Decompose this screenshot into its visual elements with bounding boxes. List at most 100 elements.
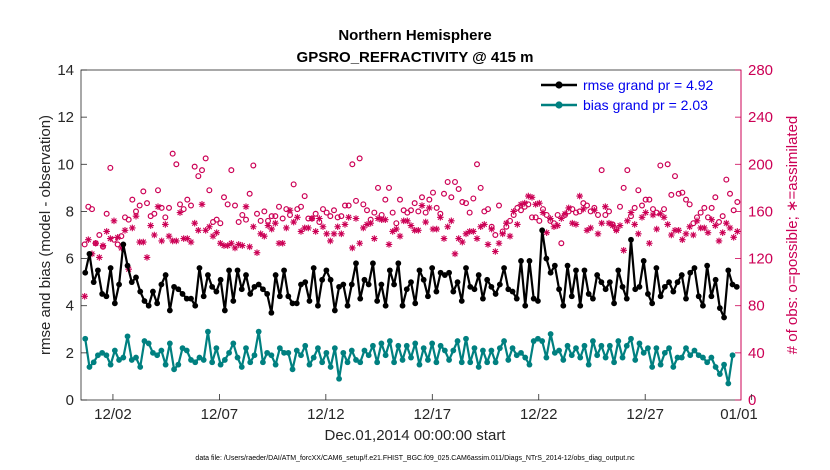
obs-possible-point bbox=[528, 214, 535, 221]
rmse-point bbox=[353, 260, 359, 267]
obs-possible-point bbox=[320, 206, 327, 213]
obs-assimilated-point bbox=[184, 235, 191, 242]
bias-point bbox=[209, 359, 216, 366]
obs-assimilated-point bbox=[514, 221, 521, 228]
obs-assimilated-point bbox=[407, 222, 415, 229]
bias-point bbox=[116, 357, 122, 363]
obs-assimilated-point bbox=[250, 223, 257, 231]
obs-possible-point bbox=[477, 184, 484, 191]
obs-assimilated-point bbox=[506, 232, 514, 240]
rmse-point bbox=[162, 272, 169, 278]
bias-point bbox=[408, 354, 414, 361]
bias-point bbox=[446, 357, 452, 363]
obs-assimilated-point bbox=[158, 237, 165, 245]
bias-point bbox=[416, 361, 423, 368]
obs-possible-point bbox=[660, 206, 667, 213]
obs-assimilated-point bbox=[371, 235, 378, 242]
bias-point bbox=[564, 342, 571, 349]
obs-assimilated-point bbox=[103, 228, 110, 235]
obs-assimilated-point bbox=[671, 226, 679, 234]
obs-possible-point bbox=[712, 194, 719, 201]
rmse-point bbox=[378, 281, 385, 288]
obs-possible-point bbox=[459, 199, 466, 206]
rmse-point bbox=[196, 265, 203, 271]
legend-rmse-marker bbox=[555, 81, 563, 89]
obs-assimilated-point bbox=[583, 226, 591, 234]
rmse-point bbox=[357, 295, 364, 302]
obs-assimilated-point bbox=[495, 239, 503, 247]
bias-point bbox=[450, 347, 457, 354]
y2-tick-label: 280 bbox=[748, 62, 773, 79]
obs-possible-point bbox=[136, 202, 143, 209]
obs-assimilated-point bbox=[341, 221, 349, 228]
bias-point bbox=[272, 361, 279, 368]
bias-point bbox=[725, 380, 732, 387]
bias-point bbox=[420, 345, 427, 352]
legend-bias-label: bias grand pr = 2.03 bbox=[583, 97, 708, 113]
bias-point bbox=[437, 342, 444, 349]
obs-possible-point bbox=[103, 210, 110, 217]
bias-point bbox=[687, 352, 694, 359]
y2-tick-label: 240 bbox=[748, 109, 773, 126]
rmse-point bbox=[289, 300, 296, 307]
obs-possible-point bbox=[338, 213, 345, 220]
bias-point bbox=[128, 357, 135, 363]
obs-assimilated-point bbox=[191, 219, 198, 227]
bias-point bbox=[509, 345, 516, 352]
obs-assimilated-point bbox=[660, 214, 668, 221]
bias-point bbox=[243, 345, 249, 352]
bias-point bbox=[399, 357, 406, 363]
obs-possible-point bbox=[166, 204, 173, 211]
obs-assimilated-point bbox=[316, 215, 323, 222]
obs-assimilated-point bbox=[308, 215, 316, 222]
obs-assimilated-point bbox=[382, 216, 389, 223]
obs-possible-point bbox=[507, 217, 514, 224]
rmse-point bbox=[183, 295, 190, 302]
obs-possible-point bbox=[276, 203, 283, 210]
obs-assimilated-point bbox=[459, 238, 466, 246]
bias-point bbox=[391, 359, 397, 366]
bias-point bbox=[374, 359, 381, 366]
obs-possible-point bbox=[679, 189, 686, 196]
obs-assimilated-point bbox=[169, 237, 176, 245]
obs-possible-point bbox=[356, 155, 363, 162]
obs-assimilated-point bbox=[294, 214, 301, 221]
rmse-point bbox=[107, 265, 114, 271]
obs-assimilated-point bbox=[631, 221, 638, 228]
bias-point bbox=[124, 333, 131, 340]
obs-possible-point bbox=[558, 240, 565, 247]
bias-point bbox=[264, 349, 271, 356]
obs-possible-point bbox=[726, 190, 733, 197]
bias-point bbox=[196, 354, 203, 361]
rmse-point bbox=[260, 286, 266, 293]
rmse-point bbox=[716, 305, 723, 311]
rmse-point bbox=[276, 293, 283, 300]
obs-possible-point bbox=[408, 207, 415, 214]
obs-possible-point bbox=[671, 173, 678, 180]
bias-point bbox=[365, 352, 372, 359]
obs-possible-point bbox=[88, 206, 95, 213]
obs-assimilated-point bbox=[253, 249, 261, 256]
obs-assimilated-point bbox=[257, 230, 264, 238]
rmse-point bbox=[234, 267, 241, 274]
rmse-point bbox=[645, 291, 651, 297]
obs-possible-point bbox=[719, 213, 726, 220]
rmse-point bbox=[264, 291, 271, 297]
rmse-point bbox=[243, 272, 249, 278]
obs-possible-point bbox=[598, 167, 605, 174]
obs-possible-point bbox=[583, 202, 590, 209]
obs-assimilated-point bbox=[554, 222, 561, 229]
rmse-point bbox=[543, 255, 550, 262]
obs-possible-point bbox=[441, 190, 448, 197]
y-tick-label: 0 bbox=[66, 392, 74, 409]
chart-subtitle: GPSRO_REFRACTIVITY @ 415 m bbox=[297, 49, 534, 66]
rmse-point bbox=[721, 314, 727, 321]
obs-assimilated-point bbox=[411, 226, 418, 234]
bias-point bbox=[412, 340, 419, 347]
obs-assimilated-point bbox=[488, 225, 495, 233]
bias-point bbox=[171, 366, 177, 373]
rmse-point bbox=[306, 298, 313, 304]
obs-assimilated-point bbox=[536, 199, 543, 207]
bias-point bbox=[691, 347, 698, 354]
bias-point bbox=[623, 342, 630, 349]
